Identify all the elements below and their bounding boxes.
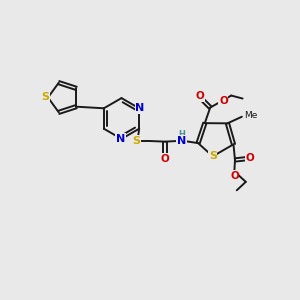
Text: O: O: [246, 153, 254, 163]
Text: S: S: [41, 92, 49, 103]
Text: S: S: [209, 151, 217, 161]
Text: N: N: [116, 134, 125, 144]
Text: Me: Me: [244, 111, 257, 120]
Text: N: N: [177, 136, 186, 146]
Text: S: S: [132, 136, 140, 146]
Text: N: N: [135, 103, 145, 113]
Text: O: O: [230, 171, 239, 181]
Text: O: O: [195, 91, 204, 101]
Text: O: O: [161, 154, 170, 164]
Text: H: H: [178, 130, 185, 139]
Text: O: O: [219, 96, 228, 106]
